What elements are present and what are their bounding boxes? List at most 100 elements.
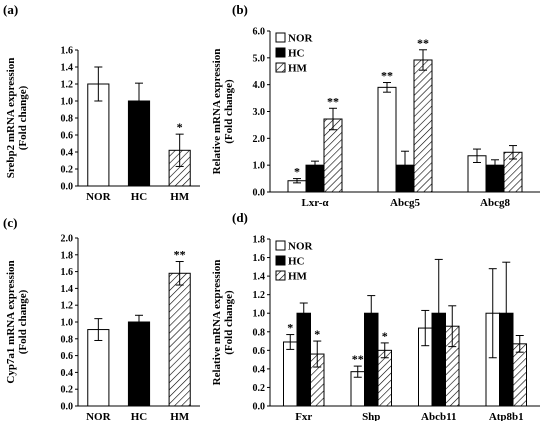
y-tick-label: 0.6 — [61, 351, 74, 362]
y-axis-title: (Fold change) — [223, 290, 235, 355]
legend-label: NOR — [288, 241, 314, 253]
category-label: HC — [131, 191, 148, 203]
y-tick-label: 1.0 — [61, 97, 74, 108]
panel-label: (c) — [3, 215, 17, 230]
y-tick-label: 2.0 — [61, 234, 74, 245]
bar-hm — [413, 59, 433, 193]
significance-label: ** — [417, 36, 429, 50]
category-label: Fxr — [295, 411, 312, 421]
legend-label: HM — [288, 63, 308, 75]
y-tick-label: 5.0 — [253, 53, 266, 64]
category-label: HM — [170, 191, 190, 203]
y-tick-label: 2.0 — [253, 134, 266, 145]
legend-swatch — [275, 240, 286, 251]
y-tick-label: 0.8 — [253, 327, 266, 338]
bar — [168, 272, 191, 407]
y-axis-title: Srebp2 mRNA expression — [5, 58, 17, 179]
chart-panel-b: (b) 0.0 1.0 2.0 3.0 4.0 5.0 6.0 Relative mRNA ex… — [211, 2, 540, 209]
legend-swatch — [275, 47, 286, 58]
y-axis-title: (Fold change) — [17, 289, 29, 354]
y-tick-label: 0.0 — [61, 182, 74, 193]
y-tick-label: 0.0 — [253, 188, 266, 199]
y-tick-label: 0.2 — [253, 383, 266, 394]
y-tick-label: 1.4 — [61, 63, 74, 74]
chart-panel-d: (d) 0.0 0.2 0.4 0.6 0.8 1.0 1.2 1.4 1.6 1.8 Relativ… — [211, 210, 540, 421]
significance-label: * — [314, 327, 320, 341]
category-label: HC — [131, 411, 148, 421]
legend-label: NOR — [288, 33, 314, 45]
significance-label: ** — [352, 352, 364, 366]
y-tick-label: 1.6 — [61, 46, 74, 57]
chart-panel-a: (a) 0.0 0.2 0.4 0.6 0.8 1.0 1.2 1.4 1.6 Srebp2 mRN… — [3, 2, 200, 203]
y-tick-label: 0.2 — [61, 385, 74, 396]
y-tick-label: 1.2 — [253, 290, 266, 301]
y-tick-label: 0.0 — [61, 402, 74, 413]
y-tick-label: 0.6 — [61, 131, 74, 142]
y-tick-label: 0.4 — [61, 148, 74, 159]
significance-label: ** — [327, 94, 339, 108]
significance-label: ** — [381, 69, 393, 83]
category-label: Atp8b1 — [489, 411, 524, 421]
y-axis-title: Cyp7a1 mRNA expression — [5, 260, 17, 383]
y-axis-title: (Fold change) — [223, 79, 235, 144]
category-label: Lxr-α — [301, 197, 329, 209]
y-tick-label: 0.8 — [61, 114, 74, 125]
chart-panel-c: (c) 0.0 0.2 0.4 0.6 0.8 1.0 1.2 1.4 1.6 1.8 2.0 Cyp7… — [3, 215, 200, 421]
legend-label: HC — [288, 48, 305, 60]
y-tick-label: 1.8 — [61, 250, 74, 261]
y-tick-label: 0.0 — [253, 402, 266, 413]
category-label: NOR — [86, 191, 112, 203]
bar-hc — [296, 312, 311, 407]
bar-nor — [377, 86, 397, 193]
significance-label: * — [287, 321, 293, 335]
category-label: HM — [170, 411, 190, 421]
category-label: Abcg8 — [480, 197, 510, 209]
legend-swatch — [275, 255, 286, 266]
y-axis-title: (Fold change) — [17, 85, 29, 150]
legend-swatch — [275, 270, 286, 281]
bar-hm — [377, 349, 392, 407]
legend-swatch — [275, 32, 286, 43]
legend-swatch — [275, 62, 286, 73]
y-tick-label: 0.4 — [61, 368, 74, 379]
bar-nor — [283, 341, 298, 407]
panel-label: (b) — [232, 2, 248, 17]
legend-label: HM — [288, 271, 308, 283]
y-tick-label: 1.0 — [253, 161, 266, 172]
bar — [87, 329, 110, 407]
legend: NOR HC HM — [275, 240, 314, 283]
y-tick-label: 1.2 — [61, 301, 74, 312]
y-tick-label: 1.4 — [61, 284, 74, 295]
category-label: Shp — [362, 411, 380, 421]
y-tick-label: 1.6 — [61, 267, 74, 278]
y-tick-label: 1.2 — [61, 80, 74, 91]
y-tick-label: 0.4 — [253, 364, 266, 375]
y-axis-title: Relative mRNA expression — [211, 260, 223, 386]
y-tick-label: 1.0 — [253, 309, 266, 320]
y-tick-label: 6.0 — [253, 27, 266, 38]
bar — [127, 321, 151, 407]
category-label: Abcb11 — [421, 411, 456, 421]
y-tick-label: 1.8 — [253, 235, 266, 246]
y-tick-label: 0.8 — [61, 334, 74, 345]
y-tick-label: 1.6 — [253, 253, 266, 264]
bar-hm — [512, 343, 527, 407]
y-tick-label: 0.2 — [61, 165, 74, 176]
panel-label: (a) — [3, 2, 18, 17]
y-tick-label: 3.0 — [253, 107, 266, 118]
category-label: Abcg5 — [390, 197, 420, 209]
y-axis-title: Relative mRNA expression — [211, 49, 223, 175]
legend-label: HC — [288, 256, 305, 268]
significance-label: ** — [174, 248, 186, 262]
panel-label: (d) — [232, 210, 248, 225]
y-tick-label: 1.4 — [253, 272, 266, 283]
legend: NOR HC HM — [275, 32, 314, 75]
significance-label: * — [382, 329, 388, 343]
significance-label: * — [177, 120, 183, 134]
y-tick-label: 4.0 — [253, 80, 266, 91]
y-tick-label: 1.0 — [61, 318, 74, 329]
significance-label: * — [294, 165, 300, 179]
category-label: NOR — [86, 411, 112, 421]
y-tick-label: 0.6 — [253, 346, 266, 357]
